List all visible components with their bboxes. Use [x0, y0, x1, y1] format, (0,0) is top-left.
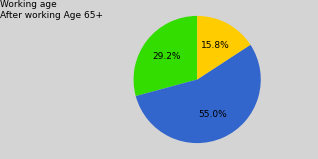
- Text: 15.8%: 15.8%: [201, 41, 230, 50]
- Wedge shape: [136, 45, 261, 143]
- Wedge shape: [134, 16, 197, 96]
- Wedge shape: [197, 16, 251, 80]
- Text: 29.2%: 29.2%: [153, 52, 181, 61]
- Legend: Before working Age 0-14, Working age, After working Age 65+: Before working Age 0-14, Working age, Af…: [0, 0, 112, 20]
- Text: 55.0%: 55.0%: [198, 110, 227, 119]
